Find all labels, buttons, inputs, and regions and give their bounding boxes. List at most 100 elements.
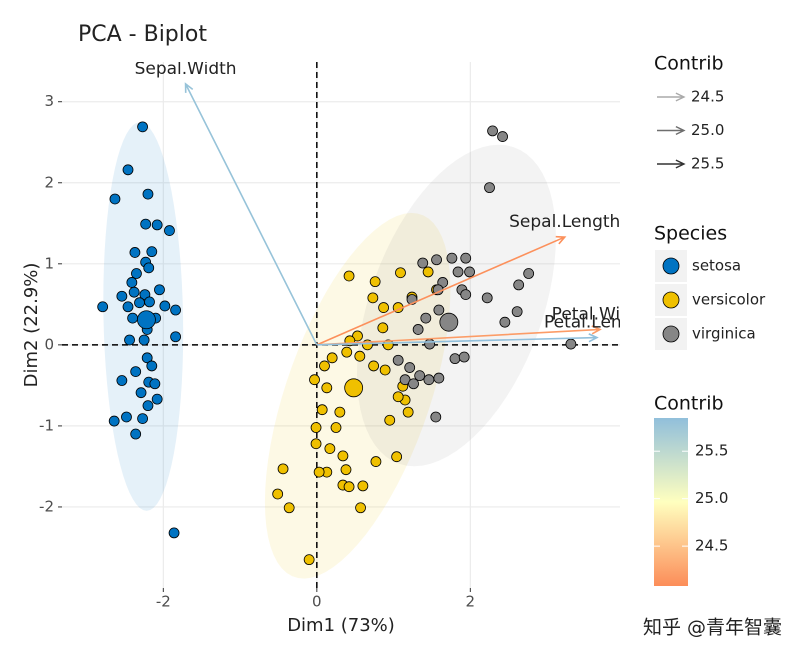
data-point (391, 451, 403, 463)
data-point (481, 292, 493, 304)
colorbar (654, 418, 688, 586)
data-point (149, 378, 161, 390)
variable-arrow (316, 235, 567, 346)
data-point (131, 268, 142, 279)
data-point (310, 422, 322, 433)
watermark: 知乎 @青年智囊 (643, 617, 782, 639)
legend-title: Contrib (654, 393, 724, 415)
data-point (138, 334, 150, 346)
variable-label: Petal.Length (544, 313, 650, 333)
data-point (334, 406, 346, 418)
x-tick-label: 0 (312, 593, 322, 611)
data-point (330, 422, 342, 433)
data-point (379, 364, 391, 376)
data-point (370, 456, 382, 467)
legend-marker (662, 291, 680, 309)
data-point (164, 225, 175, 236)
legend-title: Contrib (654, 53, 724, 75)
colorbar-label: 25.0 (695, 489, 728, 507)
data-point (128, 286, 140, 298)
data-point (354, 350, 366, 362)
data-point (154, 284, 165, 296)
data-point (127, 312, 139, 324)
data-point (272, 488, 284, 500)
data-point (565, 338, 577, 350)
y-tick-label: -1 (39, 416, 54, 434)
data-point (395, 267, 406, 279)
data-point (321, 382, 333, 394)
x-axis-label: Dim1 (73%) (287, 615, 395, 636)
data-point (499, 316, 511, 328)
data-point (352, 330, 363, 342)
data-point (357, 480, 369, 492)
data-point (343, 481, 355, 493)
data-point (337, 450, 349, 462)
data-point (487, 125, 498, 137)
data-point (460, 289, 472, 301)
data-point (277, 463, 289, 475)
data-point (343, 270, 355, 282)
group-centroid (439, 312, 459, 332)
data-point (355, 502, 366, 514)
data-point (122, 164, 134, 176)
data-point (121, 411, 132, 423)
data-point (126, 277, 138, 288)
y-tick-label: 3 (44, 92, 54, 110)
data-point (433, 372, 445, 384)
data-point (523, 268, 535, 279)
data-point (142, 188, 154, 200)
data-point (340, 464, 352, 476)
data-point (142, 400, 154, 412)
data-point (404, 362, 416, 373)
chart-title: PCA - Biplot (78, 22, 207, 47)
data-point (303, 554, 315, 566)
data-point (497, 131, 508, 142)
data-point (420, 312, 432, 324)
x-tick-label: 2 (466, 593, 476, 611)
data-point (433, 304, 445, 316)
data-point (422, 266, 434, 278)
y-tick-label: 0 (44, 335, 54, 353)
data-point (140, 218, 152, 230)
legend-arrow (657, 125, 686, 136)
data-point (97, 301, 109, 313)
y-tick-label: 2 (44, 173, 54, 191)
data-point (452, 266, 464, 278)
data-point (460, 252, 472, 264)
data-point (168, 527, 180, 539)
variable-label: Sepal.Length (509, 212, 620, 232)
data-point (170, 331, 181, 343)
data-point (313, 466, 325, 478)
data-point (424, 338, 436, 350)
variable-label: Sepal.Width (135, 59, 237, 79)
data-point (137, 121, 148, 133)
colorbar-label: 25.5 (695, 442, 728, 460)
plot-panel (62, 62, 620, 588)
data-point (283, 502, 295, 514)
legend-label: 25.0 (691, 121, 724, 139)
data-point (408, 378, 419, 390)
x-tick-label: -2 (156, 593, 171, 611)
plot-area: Sepal.Width Sepal.Length Petal.WidthPetal.… (62, 59, 650, 588)
data-point (316, 404, 328, 416)
data-point (141, 352, 153, 364)
data-point (137, 413, 148, 425)
legend-label: 25.5 (691, 155, 724, 173)
data-point (135, 387, 147, 399)
data-point (402, 406, 414, 418)
data-point (513, 279, 525, 291)
colorbar-label: 24.5 (695, 537, 728, 555)
data-point (134, 297, 145, 309)
data-point (116, 375, 128, 386)
variable-arrow (184, 82, 318, 346)
data-point (151, 219, 163, 231)
data-point (310, 438, 322, 450)
data-point (430, 411, 442, 423)
data-point (377, 322, 389, 334)
legend-label: setosa (692, 257, 741, 275)
legend-marker (662, 257, 680, 275)
data-point (414, 370, 426, 382)
data-point (511, 306, 523, 318)
data-point (341, 346, 353, 358)
